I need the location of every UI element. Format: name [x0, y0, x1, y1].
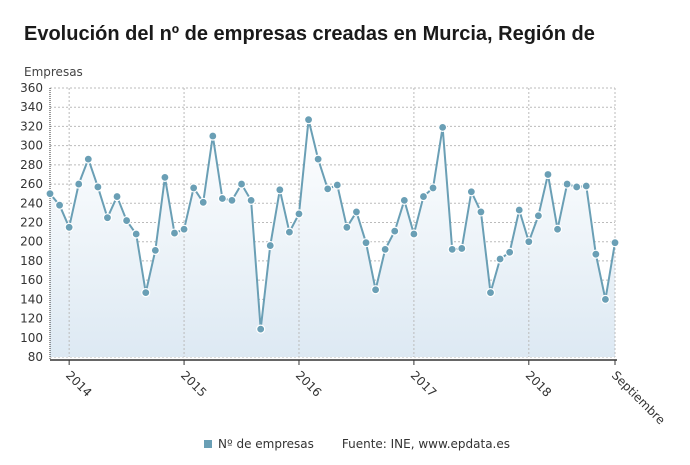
data-point [361, 238, 371, 248]
y-tick-label: 140 [20, 292, 43, 306]
data-point [217, 193, 227, 204]
data-point [102, 213, 113, 223]
data-point [418, 191, 429, 202]
data-point [543, 169, 553, 180]
data-point [370, 285, 381, 295]
data-point [83, 154, 93, 164]
data-point [572, 182, 582, 192]
y-tick-label: 280 [20, 158, 43, 172]
x-tick-label: 2017 [408, 368, 439, 399]
data-point [342, 222, 352, 232]
legend-swatch [204, 440, 212, 448]
data-point [457, 243, 467, 254]
data-point [169, 228, 180, 238]
data-point [399, 195, 409, 206]
data-point [533, 211, 543, 221]
data-point [505, 247, 515, 257]
y-tick-label: 160 [20, 273, 43, 287]
data-point [189, 183, 199, 193]
data-point [313, 154, 323, 164]
data-point [236, 179, 247, 189]
data-point [45, 189, 55, 199]
x-tick-label: 2014 [63, 368, 94, 399]
data-point [351, 207, 362, 217]
data-point [380, 244, 390, 254]
data-point [112, 191, 122, 202]
y-tick-label: 320 [20, 119, 43, 133]
y-tick-label: 80 [28, 350, 43, 364]
data-point [246, 195, 256, 206]
y-tick-label: 240 [20, 196, 43, 210]
y-tick-label: 180 [20, 254, 43, 268]
data-point [332, 180, 342, 190]
data-point [141, 288, 151, 298]
series-line [49, 119, 616, 330]
y-tick-label: 300 [20, 139, 43, 153]
data-point [275, 185, 285, 195]
data-point [131, 229, 141, 239]
legend-label: Nº de empresas [218, 437, 314, 451]
area-fill [50, 119, 615, 357]
data-point [265, 240, 275, 251]
data-point [524, 237, 534, 247]
data-point [227, 195, 237, 206]
data-point [303, 115, 314, 125]
data-point [294, 209, 304, 219]
data-point [562, 179, 572, 189]
y-tick-label: 360 [20, 81, 43, 95]
y-axis-label: Empresas [24, 65, 83, 79]
data-point [514, 205, 524, 215]
data-point [591, 249, 601, 259]
data-point [476, 207, 486, 217]
data-point [581, 181, 591, 191]
data-point [64, 222, 74, 232]
data-point [466, 187, 476, 197]
data-point [208, 131, 218, 141]
data-point [160, 172, 170, 182]
y-tick-label: 120 [20, 312, 43, 326]
data-point [438, 122, 448, 132]
data-point [198, 197, 208, 207]
y-tick-label: 220 [20, 216, 43, 230]
data-point [256, 324, 266, 334]
data-point [428, 183, 438, 193]
data-point [54, 200, 65, 210]
data-point [284, 227, 295, 237]
data-point [323, 184, 333, 194]
data-point [485, 288, 496, 298]
x-tick-label: 2015 [178, 368, 209, 399]
data-point [495, 254, 505, 264]
data-point [447, 244, 457, 254]
data-point [74, 179, 84, 189]
source-note: Fuente: INE, www.epdata.es [341, 437, 511, 451]
x-tick-label: 2018 [523, 368, 554, 399]
x-tick-label: Septiembre [609, 368, 668, 427]
data-point [179, 224, 189, 234]
y-tick-label: 200 [20, 235, 43, 249]
x-tick-label: 2016 [293, 368, 324, 399]
data-point [150, 245, 160, 255]
data-point [409, 229, 419, 239]
data-point [600, 294, 611, 304]
y-tick-label: 340 [20, 100, 43, 114]
y-tick-label: 100 [20, 331, 43, 345]
chart-title: Evolución del nº de empresas creadas en … [24, 23, 595, 45]
y-tick-label: 260 [20, 177, 43, 191]
data-point [122, 215, 132, 226]
data-point [610, 238, 620, 248]
data-point [390, 226, 400, 236]
data-point [552, 224, 563, 234]
legend: Nº de empresas Fuente: INE, www.epdata.e… [204, 437, 510, 451]
data-point [93, 182, 103, 192]
